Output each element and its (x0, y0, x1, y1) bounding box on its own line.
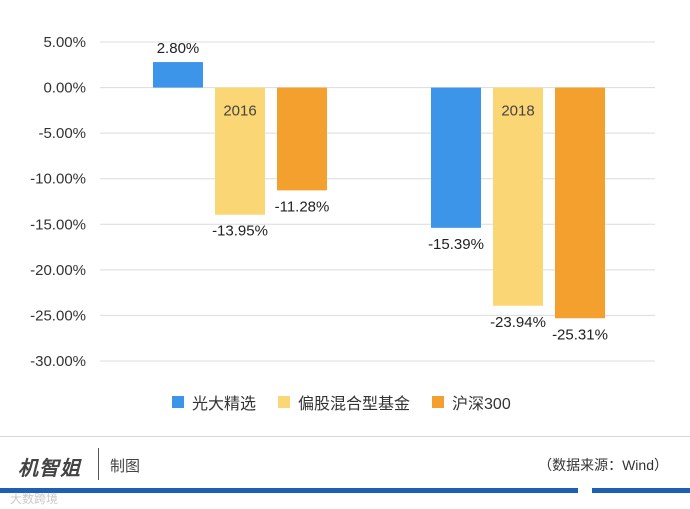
legend-label-hybrid-fund: 偏股混合型基金 (298, 396, 411, 413)
category-label: 2018 (501, 103, 534, 120)
legend-item-hs300: 沪深300 (432, 390, 511, 414)
data-label: -25.31% (552, 326, 608, 343)
y-tick-label: -5.00% (38, 125, 86, 142)
y-tick-label: -20.00% (30, 262, 86, 279)
data-source: （数据来源：Wind） (538, 457, 668, 473)
data-label: 2.80% (157, 40, 200, 57)
category-label: 2016 (223, 103, 256, 120)
y-tick-label: -10.00% (30, 171, 86, 188)
watermark: 大数跨境 (10, 492, 59, 506)
bar (277, 87, 327, 191)
y-tick-label: -25.00% (30, 307, 86, 324)
legend-swatch-hs300 (432, 396, 445, 408)
legend-swatch-hybrid-fund (278, 396, 291, 408)
footer-divider (0, 436, 690, 437)
brand-logo: 机智姐 (18, 458, 81, 480)
y-tick-label: 5.00% (43, 34, 86, 51)
footer-caption: 制图 (110, 458, 141, 475)
y-tick-label: -30.00% (30, 353, 86, 370)
bar (215, 87, 265, 215)
legend-label-guangda: 光大精选 (192, 396, 257, 413)
bar (153, 62, 203, 88)
footer-vertical-divider (98, 448, 99, 480)
data-label: -11.28% (275, 198, 330, 215)
legend: 光大精选 偏股混合型基金 沪深300 (172, 390, 511, 414)
bottom-bar-right (592, 488, 690, 493)
legend-label-hs300: 沪深300 (452, 396, 511, 413)
bar (493, 87, 543, 306)
bottom-bar-left (0, 488, 578, 493)
bar (431, 87, 481, 228)
y-tick-label: 0.00% (43, 80, 86, 97)
bar (555, 87, 605, 319)
legend-item-guangda: 光大精选 (172, 390, 256, 414)
data-label: -15.39% (428, 236, 484, 253)
legend-swatch-guangda (172, 396, 184, 408)
bar-chart: 5.00% 0.00% -5.00% -10.00% -15.00% -20.00% -25… (30, 34, 655, 370)
data-label: -23.94% (490, 314, 546, 331)
y-tick-label: -15.00% (30, 216, 86, 233)
data-label: -13.95% (212, 223, 268, 240)
legend-item-hybrid-fund: 偏股混合型基金 (278, 390, 410, 414)
